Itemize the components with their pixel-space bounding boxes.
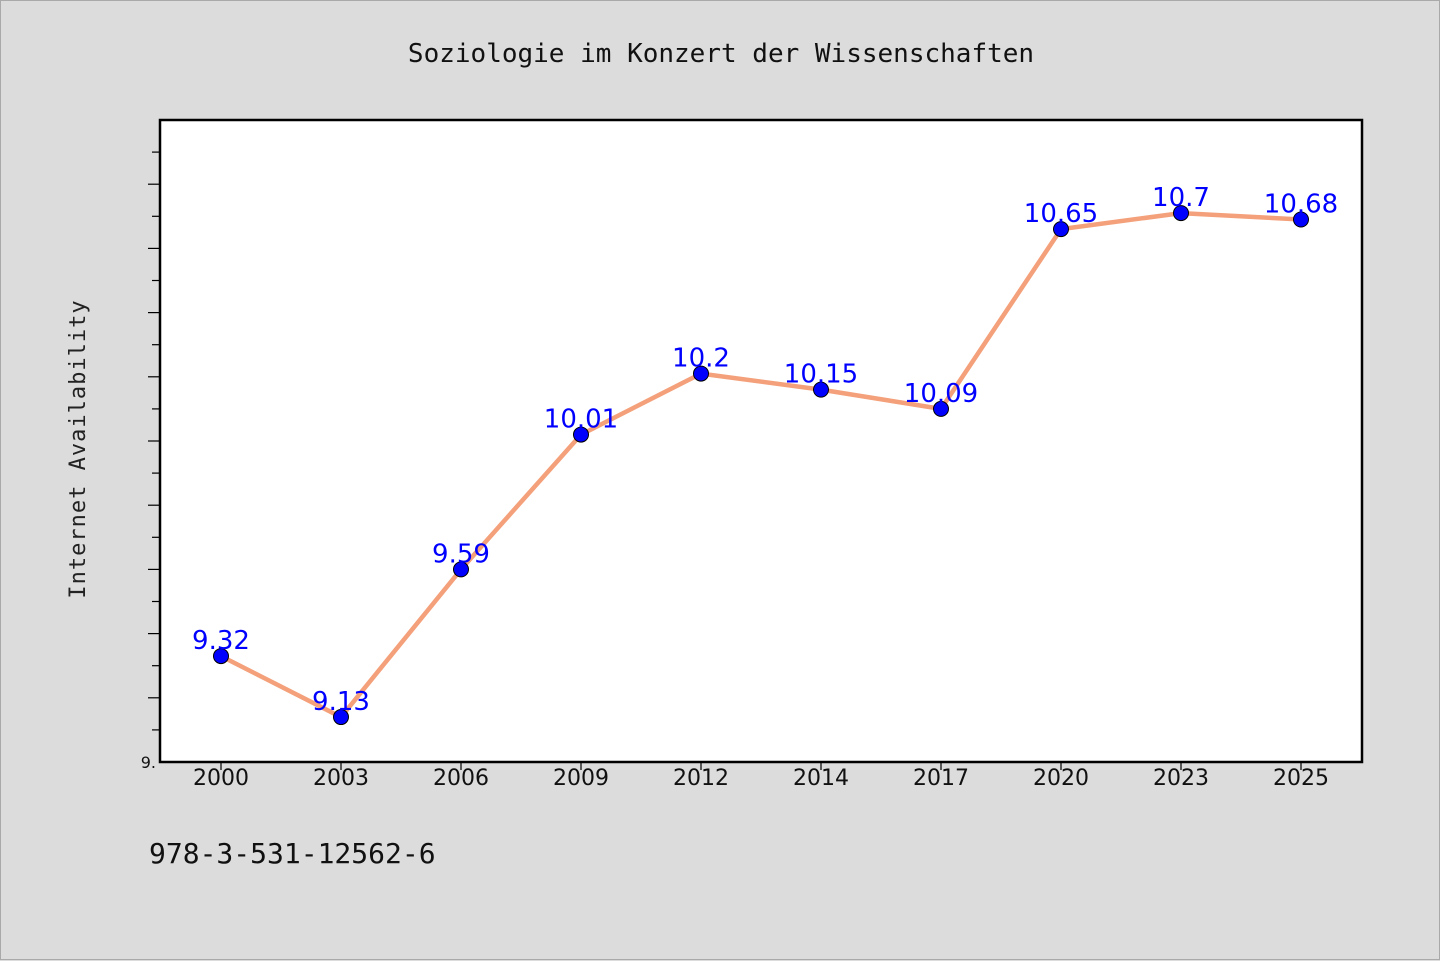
data-point xyxy=(1173,205,1189,222)
x-tick-label: 2003 xyxy=(313,766,369,791)
x-tick-label: 2023 xyxy=(1153,766,1209,791)
x-tick-label: 2017 xyxy=(913,766,969,791)
data-label: 9.59 xyxy=(432,539,490,569)
plot-area xyxy=(158,118,1364,764)
x-tick-label: 2009 xyxy=(553,766,609,791)
data-label: 10.68 xyxy=(1264,190,1338,220)
x-tick-label: 2006 xyxy=(433,766,489,791)
data-label: 10.65 xyxy=(1024,199,1098,229)
x-axis-ticks: 2000 2003 2006 2009 2012 2014 2017 2020 2023 2025 xyxy=(193,762,1329,791)
y-axis-ticks: 9. xyxy=(141,151,160,772)
data-label: 9.13 xyxy=(312,687,370,717)
x-tick-label: 2000 xyxy=(193,766,249,791)
series-line xyxy=(219,210,1302,720)
data-markers xyxy=(213,205,1309,726)
data-point xyxy=(213,648,229,665)
data-label: 10.7 xyxy=(1152,183,1210,213)
data-point xyxy=(333,709,349,726)
data-point xyxy=(1053,221,1069,238)
data-label: 10.15 xyxy=(784,360,858,390)
series-line-group xyxy=(219,210,1302,720)
data-label: 9.32 xyxy=(192,626,250,656)
y-axis-label: Internet Availability xyxy=(66,299,91,598)
data-point xyxy=(933,400,949,417)
x-tick-label: 2014 xyxy=(793,766,849,791)
data-point xyxy=(693,365,709,382)
data-point xyxy=(453,561,469,578)
data-point xyxy=(573,426,589,443)
y-tick-label: 9. xyxy=(141,753,156,772)
data-label: 10.01 xyxy=(544,405,618,435)
isbn-footer: 978-3-531-12562-6 xyxy=(149,837,436,870)
data-label: 10.2 xyxy=(672,344,730,374)
x-tick-label: 2020 xyxy=(1033,766,1089,791)
data-point xyxy=(813,381,829,398)
data-labels: 9.32 9.13 9.59 10.01 10.2 10.15 10.09 10.65 10.7… xyxy=(192,183,1338,717)
chart-title: Soziologie im Konzert der Wissenschaften xyxy=(408,39,1034,69)
x-tick-label: 2012 xyxy=(673,766,729,791)
data-point xyxy=(1293,211,1309,228)
data-label: 10.09 xyxy=(904,379,978,409)
x-tick-label: 2025 xyxy=(1273,766,1329,791)
